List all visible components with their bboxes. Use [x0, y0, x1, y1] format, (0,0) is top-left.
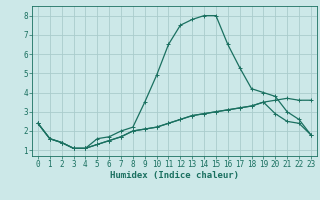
X-axis label: Humidex (Indice chaleur): Humidex (Indice chaleur)	[110, 171, 239, 180]
